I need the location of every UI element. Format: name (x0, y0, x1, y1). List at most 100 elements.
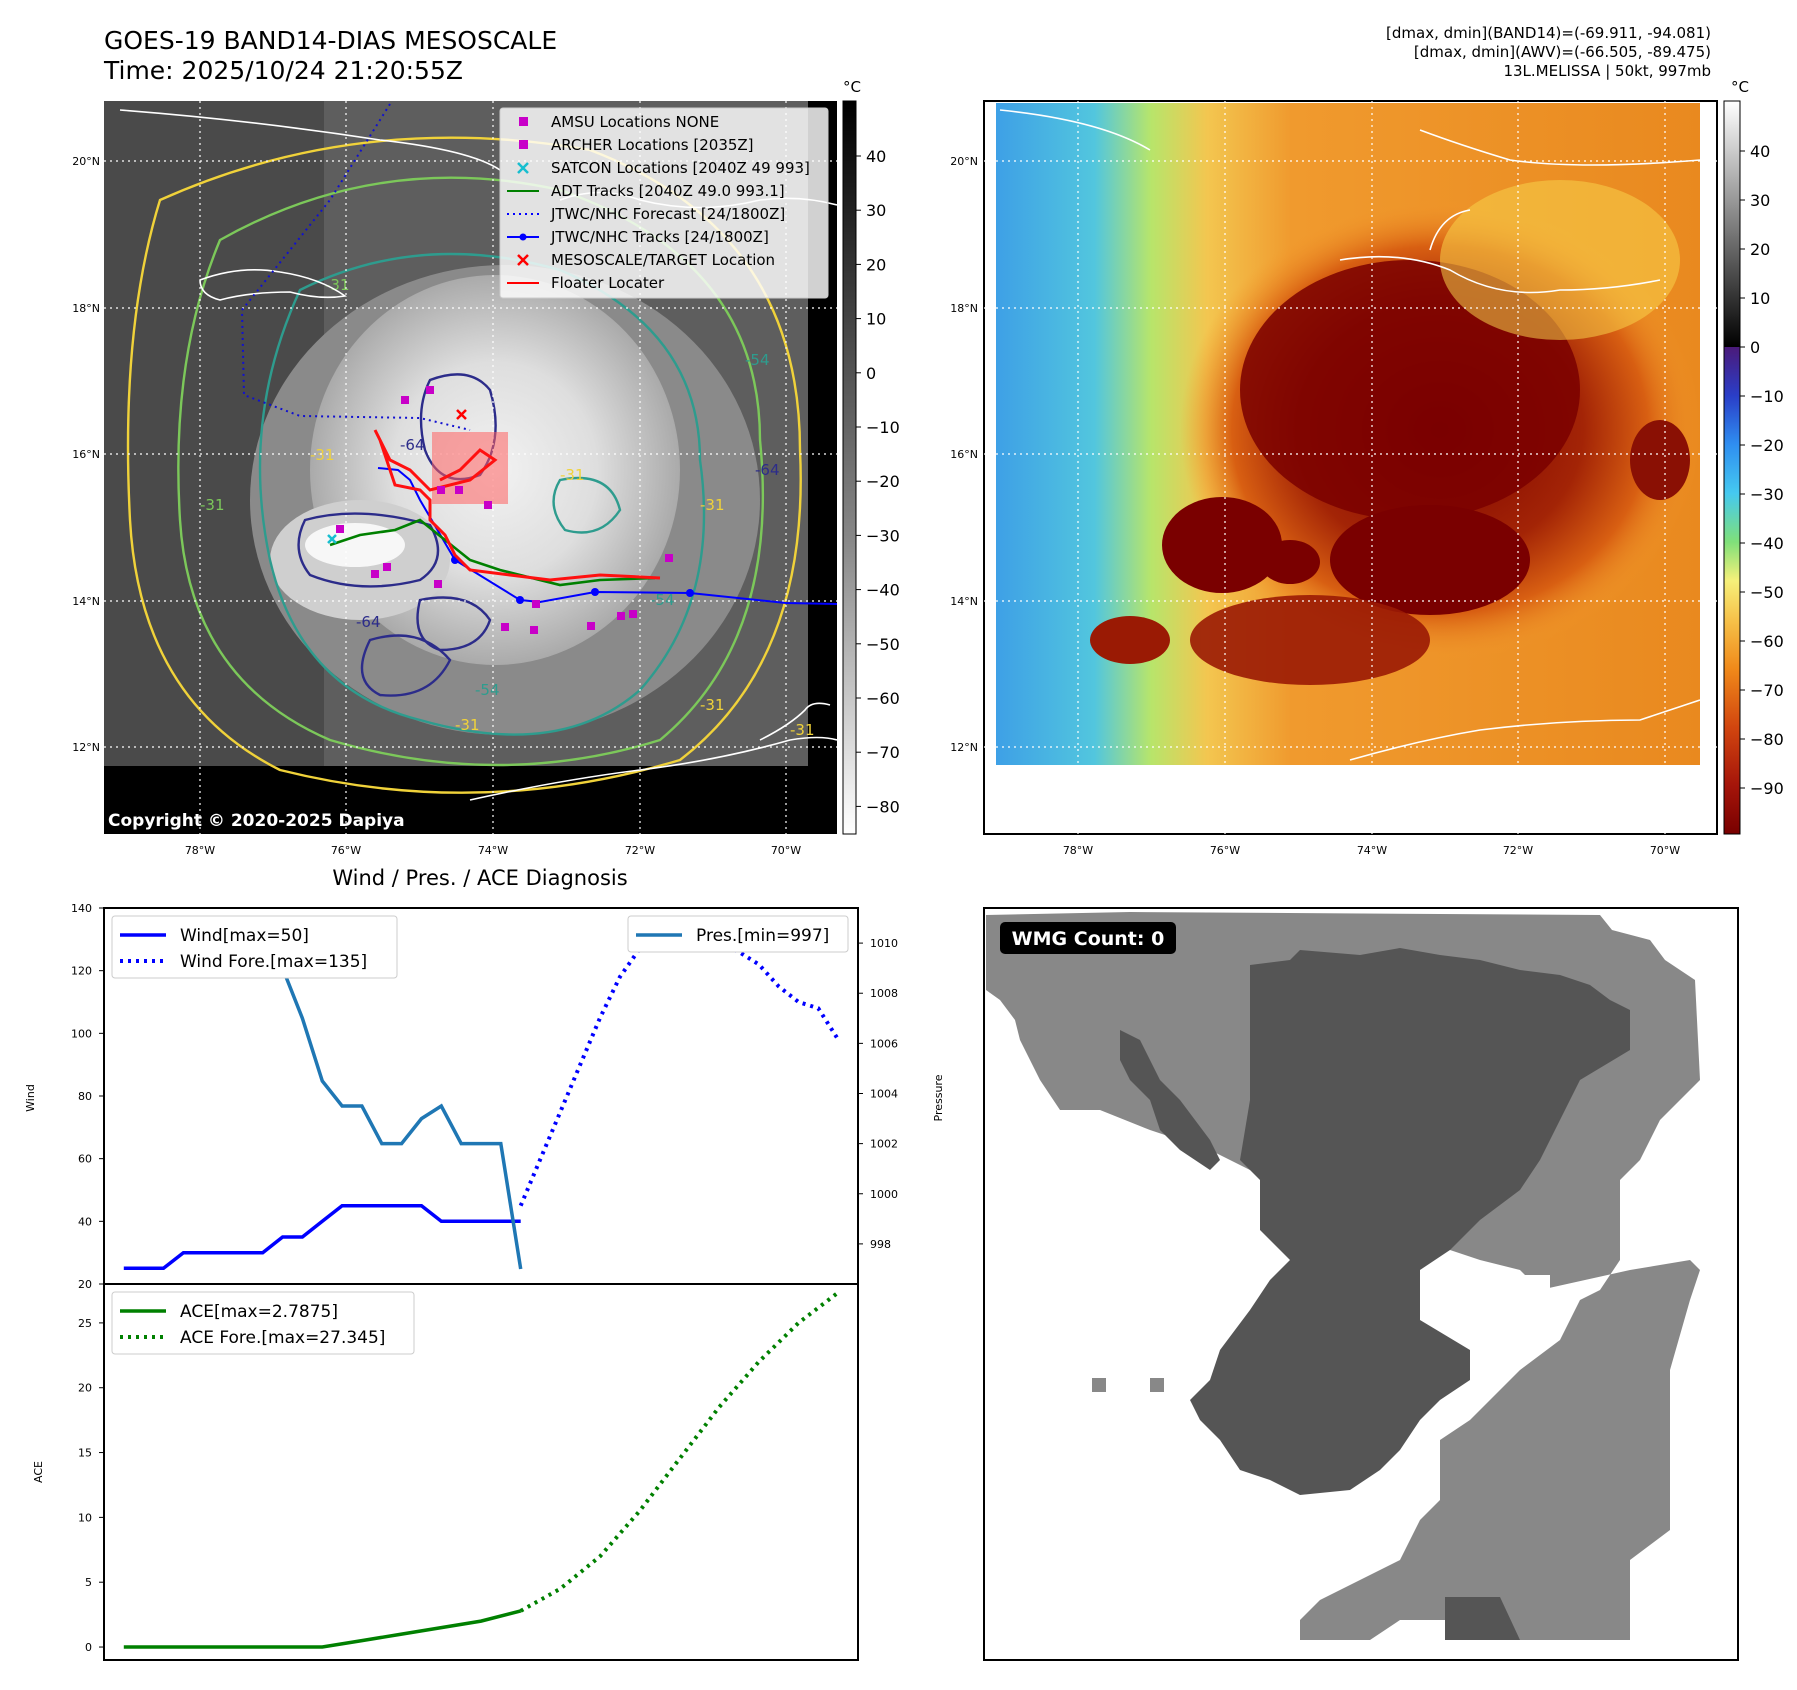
target-marker (456, 409, 467, 420)
info-line-band14: [dmax, dmin](BAND14)=(-69.911, -94.081) (1386, 24, 1711, 42)
legend-label: AMSU Locations NONE (551, 113, 719, 131)
colorbar-tick-label: −80 (866, 797, 900, 816)
y-tick-label: 20 (78, 1278, 92, 1291)
map-lon-tick-label: 78°W (1063, 844, 1093, 857)
y2-tick-label: 1008 (870, 987, 898, 1000)
wv-coastlines (999, 109, 1701, 761)
colorbar-tick-label: 0 (1750, 338, 1760, 357)
map-lon-tick-label: 74°W (1357, 844, 1387, 857)
contour-label: -31 (560, 466, 585, 484)
diagnosis-charts: Wind / Pres. / ACE Diagnosis 20406080100… (24, 866, 945, 1661)
colorbar-tick-label: −80 (1750, 730, 1784, 749)
colorbar-tick-label: −70 (1750, 681, 1784, 700)
legend-marker (519, 117, 528, 126)
map-lon-tick-label: 76°W (331, 844, 361, 857)
map-lat-tick-label: 20°N (72, 155, 100, 168)
map-lon-tick-label: 72°W (625, 844, 655, 857)
contour-label: -31 (700, 496, 725, 514)
contour-label: -31 (790, 721, 815, 739)
map-lon-tick-label: 74°W (478, 844, 508, 857)
y-tick-label: 100 (71, 1027, 92, 1040)
contour-label: -54 (475, 681, 500, 699)
legend-label: MESOSCALE/TARGET Location (551, 251, 775, 269)
legend-label: ADT Tracks [2040Z 49.0 993.1] (551, 182, 785, 200)
wmg-inner-region (1190, 948, 1630, 1495)
map-lat-tick-label: 18°N (72, 302, 100, 315)
legend-label: JTWC/NHC Tracks [24/1800Z] (550, 228, 769, 246)
legend-label: JTWC/NHC Forecast [24/1800Z] (550, 205, 785, 223)
colorbar-tick-label: 20 (1750, 240, 1770, 259)
series-line (123, 928, 523, 1270)
y-tick-label: 5 (85, 1576, 92, 1589)
legend-label: ARCHER Locations [2035Z] (551, 136, 754, 154)
map-lat-tick-label: 18°N (950, 302, 978, 315)
info-line-awv: [dmax, dmin](AWV)=(-66.505, -89.475) (1413, 43, 1711, 61)
ir-colorbar (842, 100, 857, 835)
map-lon-tick-label: 70°W (771, 844, 801, 857)
colorbar-tick-label: −40 (1750, 534, 1784, 553)
info-line-storm: 13L.MELISSA | 50kt, 997mb (1503, 62, 1711, 80)
colorbar-tick-label: −40 (866, 581, 900, 600)
wv-colorbar-lower (1724, 347, 1740, 834)
map-lat-tick-label: 12°N (72, 741, 100, 754)
ace-chart-frame (103, 1283, 859, 1661)
contour-label: -31 (325, 276, 350, 294)
pressure-axis-label: Pressure (932, 1074, 945, 1121)
map-lat-tick-label: 14°N (72, 595, 100, 608)
contour-label: -31 (700, 696, 725, 714)
colorbar-tick-label: 20 (866, 255, 886, 274)
colorbar-tick-label: −60 (1750, 632, 1784, 651)
wind-axis-label: Wind (24, 1084, 37, 1112)
y-tick-label: 80 (78, 1090, 92, 1103)
chart-legend-box (627, 915, 849, 953)
chart-legend-label: Wind[max=50] (180, 926, 309, 946)
map-lon-tick-label: 78°W (185, 844, 215, 857)
adt-track (329, 518, 656, 587)
map-lat-tick-label: 20°N (950, 155, 978, 168)
ace-axis-label: ACE (32, 1461, 45, 1483)
legend-marker (519, 233, 527, 241)
ir-colorbar-unit: °C (843, 78, 861, 96)
colorbar-tick-label: −20 (1750, 436, 1784, 455)
wv-gridlines (984, 101, 1717, 834)
colorbar-tick-label: 10 (1750, 289, 1770, 308)
colorbar-tick-label: −10 (866, 418, 900, 437)
series-line (518, 921, 840, 1207)
y-tick-label: 15 (78, 1447, 92, 1460)
contour-label: -31 (200, 496, 225, 514)
contour-label: -31 (310, 446, 335, 464)
map-lon-tick-label: 70°W (1650, 844, 1680, 857)
archer-markers (336, 386, 673, 634)
coastline-jamaica (199, 268, 348, 301)
copyright-text: Copyright © 2020-2025 Dapiya (108, 811, 405, 831)
colorbar-tick-label: −10 (1750, 387, 1784, 406)
contour-label: -64 (400, 436, 425, 454)
colorbar-tick-label: −30 (1750, 485, 1784, 504)
wv-colorbar-unit: °C (1731, 78, 1749, 96)
colorbar-tick-label: −20 (866, 472, 900, 491)
colorbar-tick-label: 40 (1750, 142, 1770, 161)
y-tick-label: 10 (78, 1511, 92, 1524)
chart-legend-label: ACE Fore.[max=27.345] (180, 1328, 385, 1348)
y2-tick-label: 1010 (870, 937, 898, 950)
contour-label: -64 (356, 613, 381, 631)
chart-legend-label: Pres.[min=997] (696, 926, 829, 946)
colorbar-tick-label: 30 (1750, 191, 1770, 210)
map-lat-tick-label: 16°N (950, 448, 978, 461)
y-tick-label: 140 (71, 902, 92, 915)
ir-map-panel: -54 -64 -31 -31 -64 -54 -31 -31 -31 -31 … (72, 78, 900, 857)
map-legend: AMSU Locations NONE ARCHER Locations [203… (499, 107, 829, 299)
wmg-panel: WMG Count: 0 (983, 907, 1739, 1661)
legend-marker (517, 162, 529, 174)
map-lat-tick-label: 14°N (950, 595, 978, 608)
y-tick-label: 40 (78, 1215, 92, 1228)
coastline-south-america (469, 736, 837, 801)
contour-label: -31 (455, 716, 480, 734)
y2-tick-label: 1002 (870, 1138, 898, 1151)
series-line (123, 1609, 522, 1649)
chart-legend-box (111, 1291, 415, 1355)
y-tick-label: 60 (78, 1153, 92, 1166)
series-line (123, 1203, 521, 1271)
contour-label: -64 (755, 461, 780, 479)
